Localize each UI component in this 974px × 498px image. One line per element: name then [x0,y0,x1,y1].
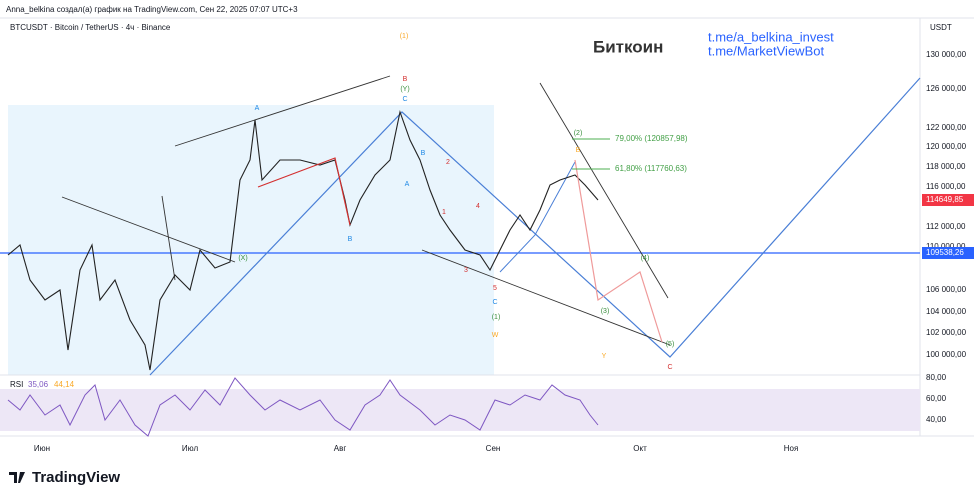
trend-lines [61,75,671,346]
wave-label: C [402,96,407,103]
time-label: Авг [334,444,347,453]
wave-label: (1) [400,33,409,40]
rsi-line [7,377,599,437]
rsi-axis: 40,00 [926,415,947,424]
rsi-label: RSI [10,380,23,389]
wave-label: A [255,105,260,112]
price-line [7,109,599,371]
link: t.me/a_belkina_invest [708,29,834,44]
time-label: Ноя [784,444,799,453]
price-label: 110 000,00 [926,242,966,251]
price-label: 130 000,00 [926,50,967,59]
price-tag [922,247,974,259]
price-label: 112 000,00 [926,222,966,231]
wave-label: (4) [641,255,650,262]
wave-label: (1) [492,314,501,321]
wave-label: (Y) [400,86,409,93]
time-label: Июн [34,444,50,453]
title: Биткоин [593,37,663,56]
channel-line [499,161,576,273]
wave-path [257,157,351,226]
fib-label: 61,80% (117760,63) [615,164,687,173]
price-tag [922,194,974,206]
wave-label: (2) [574,130,583,137]
price-label: 102 000,00 [926,328,967,337]
wave-label: W [492,332,499,339]
link: t.me/MarketViewBot [708,43,824,58]
wave-label: 5 [493,285,497,292]
wave-label: B [576,147,581,154]
wave-label: B [348,236,353,243]
price-label: 100 000,00 [926,350,967,359]
wave-label: A [405,181,410,188]
wave-label: C [667,364,672,371]
price-label: 106 000,00 [926,285,967,294]
currency: USDT [930,23,952,32]
price-label: 118 000,00 [926,162,966,171]
logo: TradingView [32,469,120,486]
price-label: 122 000,00 [926,123,967,132]
last-price: 114649,85 [926,195,964,204]
wave-label: B [421,150,426,157]
time-label: Июл [182,444,199,453]
rsi-value: 44,14 [54,380,75,389]
wave-label: 1 [442,209,446,216]
logo-icon [9,472,25,483]
rsi-axis: 60,00 [926,394,947,403]
wave-label: C [492,299,497,306]
price-label: 126 000,00 [926,84,967,93]
range-box [8,105,494,375]
projection [574,159,663,343]
rsi-band [0,389,920,431]
author-line: Anna_belkina создал(а) график на Trading… [6,5,298,14]
wave-label: Y [602,353,607,360]
price-label: 120 000,00 [926,142,967,151]
symbol: BTCUSDT · Bitcoin / TetherUS · 4ч · Bina… [10,23,171,32]
wave-label: 4 [476,203,480,210]
wave-label: B [403,76,408,83]
price-label: 104 000,00 [926,307,967,316]
fib-label: 79,00% (120857,98) [615,134,688,143]
rsi-value: 35,06 [28,380,49,389]
wave-label: (5) [666,341,675,348]
line-price: 109538,26 [926,248,964,257]
wave-label: 3 [464,267,468,274]
wave-label: 2 [446,159,450,166]
wave-label: (3) [601,308,610,315]
time-label: Окт [633,444,647,453]
channel-line [149,77,921,376]
time-label: Сен [486,444,501,453]
price-label: 116 000,00 [926,182,966,191]
rsi-axis: 80,00 [926,373,947,382]
wave-label: (X) [238,255,247,262]
